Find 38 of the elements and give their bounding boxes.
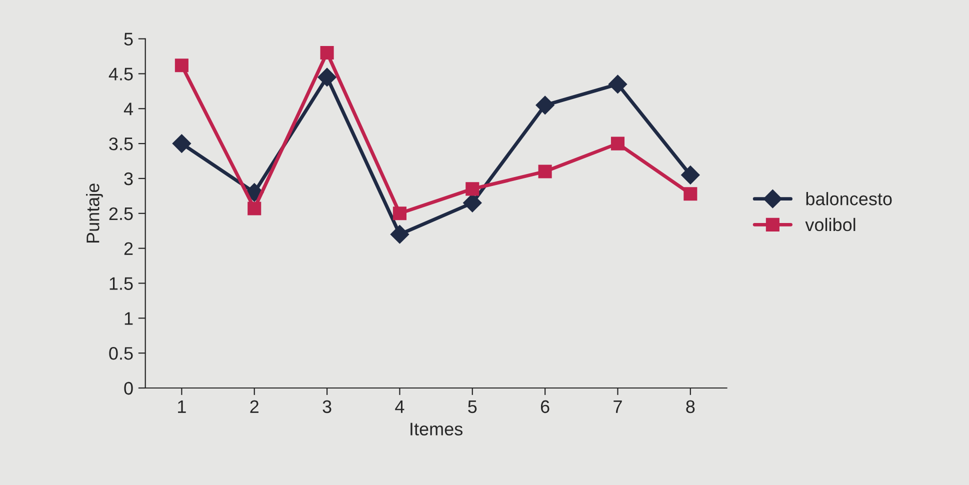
x-tick-label: 2 bbox=[250, 400, 258, 413]
x-tick-label: 7 bbox=[614, 400, 622, 413]
y-tick-label: 1 bbox=[124, 312, 133, 325]
x-tick-label: 4 bbox=[395, 400, 404, 413]
point bbox=[610, 136, 625, 150]
legend-label: volibol bbox=[805, 218, 856, 232]
legend-label: baloncesto bbox=[806, 192, 892, 206]
y-tick-label: 5 bbox=[124, 32, 133, 46]
x-tick-label: 6 bbox=[540, 400, 550, 414]
y-tick-label: 2 bbox=[124, 242, 133, 255]
point bbox=[536, 96, 554, 115]
point bbox=[172, 134, 192, 153]
y-tick-label: 4 bbox=[124, 102, 134, 116]
x-axis-title: Itemes bbox=[410, 422, 462, 436]
x-tick-label: 5 bbox=[468, 400, 477, 414]
point bbox=[681, 166, 700, 184]
point bbox=[608, 74, 628, 94]
point bbox=[248, 202, 262, 216]
point bbox=[466, 182, 480, 196]
y-tick-label: 4.5 bbox=[108, 68, 133, 80]
y-tick-label: 2.5 bbox=[109, 207, 133, 220]
point bbox=[320, 46, 334, 60]
point bbox=[684, 187, 698, 201]
y-tick-label: 0.5 bbox=[109, 347, 133, 360]
point bbox=[390, 224, 410, 244]
y-tick-label: 3 bbox=[124, 172, 133, 186]
point bbox=[174, 58, 188, 72]
x-tick-label: 8 bbox=[686, 400, 695, 414]
y-axis-title: Puntaje bbox=[86, 184, 103, 243]
x-tick-label: 3 bbox=[322, 400, 332, 414]
point bbox=[463, 194, 482, 212]
point bbox=[392, 206, 406, 220]
y-tick-label: 3.5 bbox=[109, 137, 133, 150]
point bbox=[538, 164, 552, 178]
x-tick-label: 1 bbox=[178, 400, 186, 413]
y-tick-label: 1.5 bbox=[110, 277, 133, 290]
point bbox=[318, 68, 336, 87]
y-tick-label: 0 bbox=[124, 382, 133, 395]
